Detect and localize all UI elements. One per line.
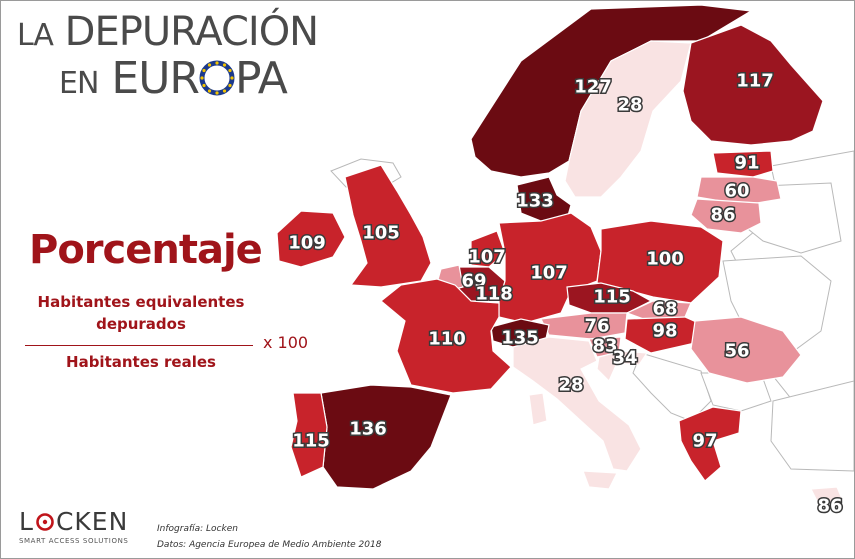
country-france: [380, 278, 512, 394]
country-italy: [512, 336, 642, 472]
title-word-depuracion: DEPURACIÓN: [64, 9, 319, 55]
title-line-2: EN EUR PA: [59, 53, 288, 104]
value-label-france: 110: [428, 329, 466, 350]
lock-ring-icon: [36, 513, 54, 531]
logo-letters-rest: CKEN: [55, 507, 129, 536]
value-label-belgium: 118: [475, 284, 513, 305]
country-greece: [678, 406, 742, 482]
country-romania: [690, 316, 802, 384]
country-sardinia: [528, 392, 548, 426]
eu-star-icon: [207, 89, 212, 93]
value-label-sweden: 28: [617, 95, 642, 116]
country-portugal: [290, 392, 328, 478]
country-lithuania: [690, 198, 762, 234]
value-label-spain: 136: [349, 419, 387, 440]
eu-star-icon: [200, 76, 204, 80]
title-word-la: LA: [17, 18, 54, 53]
eu-star-icon: [207, 63, 212, 67]
value-label-austria: 76: [584, 316, 609, 337]
numerator-line-2: depurados: [96, 315, 186, 333]
value-label-luxembourg: 69: [461, 271, 486, 292]
credits: Infografía: Locken Datos: Agencia Europe…: [157, 521, 381, 553]
eu-star-icon: [215, 91, 219, 95]
value-label-latvia: 60: [724, 181, 749, 202]
eu-star-icon: [222, 89, 227, 93]
formula-title: Porcentaje: [29, 227, 263, 273]
value-label-ireland: 109: [288, 233, 326, 254]
country-estonia: [712, 150, 774, 178]
logo-tagline: SMART ACCESS SOLUTIONS: [19, 537, 129, 545]
value-label-portugal: 115: [292, 431, 330, 452]
eu-star-icon: [202, 83, 206, 88]
formula-denominator: Habitantes reales: [66, 353, 216, 371]
country-sweden: [564, 40, 692, 198]
value-label-hungary: 98: [652, 321, 677, 342]
value-label-slovenia: 83: [592, 336, 617, 357]
logo-wordmark: L CKEN: [19, 509, 128, 535]
country-finland: [682, 24, 824, 146]
country-austria: [540, 312, 628, 340]
locken-logo: L CKEN SMART ACCESS SOLUTIONS: [19, 509, 129, 546]
value-label-cyprus: 86: [817, 496, 842, 517]
value-label-czechia: 115: [593, 287, 631, 308]
eu-countries: [276, 4, 844, 506]
title-word-en: EN: [59, 66, 99, 101]
country-germany: [498, 212, 602, 324]
logo-letter-l: L: [19, 507, 34, 536]
value-label-italy: 28: [558, 375, 583, 396]
eu-star-icon: [215, 61, 219, 65]
formula-multiplier: x 100: [263, 333, 309, 352]
eu-star-icon: [202, 68, 206, 73]
title-word-europa-end: PA: [234, 53, 288, 104]
fraction-line: [25, 345, 253, 346]
country-cyprus: [810, 486, 844, 506]
title-line-1: LA DEPURACIÓN: [17, 9, 319, 55]
value-label-netherlands: 107: [468, 247, 506, 268]
value-label-denmark: 133: [516, 191, 554, 212]
value-label-norway: 127: [574, 77, 612, 98]
country-ireland: [276, 210, 346, 268]
eu-stars-ring-icon: [199, 60, 235, 96]
value-label-romania: 56: [724, 341, 749, 362]
value-label-slovakia: 68: [652, 299, 677, 320]
eu-star-icon: [230, 76, 234, 80]
country-croatia: [596, 350, 649, 383]
numerator-line-1: Habitantes equivalentes: [37, 293, 245, 311]
value-label-finland: 117: [736, 71, 774, 92]
credits-source: Datos: Agencia Europea de Medio Ambiente…: [157, 540, 382, 550]
eu-star-icon: [228, 68, 232, 73]
value-label-croatia: 34: [612, 348, 637, 369]
title-word-europa-start: EUR: [111, 53, 200, 104]
country-sicily: [582, 470, 618, 490]
value-label-switzerland: 135: [501, 328, 539, 349]
balkans-outline: [632, 352, 712, 422]
country-denmark: [516, 176, 572, 222]
turkey-outline: [770, 380, 854, 472]
country-latvia: [696, 176, 782, 204]
eu-star-icon: [228, 83, 232, 88]
value-label-estonia: 91: [734, 153, 759, 174]
value-label-greece: 97: [692, 431, 717, 452]
formula-numerator: Habitantes equivalentes depurados: [23, 291, 259, 335]
value-labels: 127 28 117 91 60 86 133 109 105 107 69 1…: [287, 69, 844, 518]
country-united-kingdom: [344, 164, 432, 288]
value-label-lithuania: 86: [710, 205, 735, 226]
eu-star-icon: [222, 63, 227, 67]
value-label-poland: 100: [646, 249, 684, 270]
value-label-united-kingdom: 105: [362, 223, 400, 244]
credits-infographic: Infografía: Locken: [157, 524, 238, 534]
country-netherlands: [470, 230, 506, 268]
value-label-germany: 107: [530, 263, 568, 284]
